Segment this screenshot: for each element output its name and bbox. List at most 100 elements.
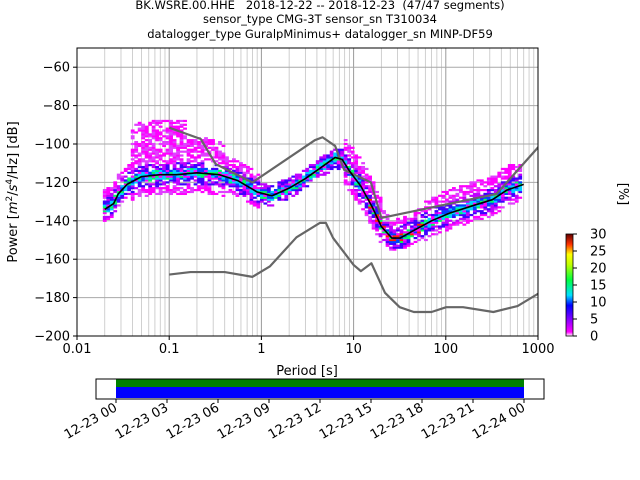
heatmap-cell bbox=[158, 179, 163, 182]
heatmap-cell bbox=[343, 154, 348, 157]
heatmap-cell bbox=[155, 167, 160, 171]
heatmap-cell bbox=[134, 142, 139, 146]
heatmap-cell bbox=[225, 179, 229, 182]
heatmap-cell bbox=[361, 165, 366, 169]
heatmap-cell bbox=[176, 135, 180, 138]
heatmap-cell bbox=[420, 219, 425, 222]
heatmap-cell bbox=[266, 188, 271, 192]
heatmap-cell bbox=[141, 123, 146, 126]
heatmap-cell bbox=[158, 154, 163, 157]
heatmap-cell bbox=[382, 223, 386, 226]
heatmap-cell bbox=[511, 190, 516, 194]
heatmap-cell bbox=[102, 212, 107, 215]
heatmap-cell bbox=[277, 194, 282, 197]
heatmap-cell bbox=[392, 229, 397, 232]
heatmap-cell bbox=[315, 160, 320, 163]
heatmap-cell bbox=[207, 169, 212, 172]
heatmap-cell bbox=[102, 206, 107, 209]
heatmap-cell bbox=[329, 167, 334, 171]
heatmap-cell bbox=[151, 133, 156, 136]
heatmap-cell bbox=[183, 137, 187, 140]
heatmap-cell bbox=[462, 217, 467, 220]
heatmap-cell bbox=[134, 173, 139, 176]
heatmap-cell bbox=[277, 188, 282, 192]
heatmap-cell bbox=[148, 192, 153, 196]
heatmap-cell bbox=[329, 154, 334, 157]
heatmap-cell bbox=[190, 169, 194, 172]
heatmap-cell bbox=[451, 223, 456, 226]
heatmap-cell bbox=[211, 171, 215, 174]
heatmap-cell bbox=[221, 173, 226, 176]
heatmap-cell bbox=[375, 233, 379, 236]
heatmap-cell bbox=[137, 188, 142, 192]
heatmap-cell bbox=[130, 177, 135, 180]
heatmap-cell bbox=[326, 164, 331, 167]
heatmap-cell bbox=[375, 206, 379, 209]
heatmap-cell bbox=[186, 148, 191, 151]
heatmap-cell bbox=[458, 221, 463, 224]
heatmap-cell bbox=[371, 183, 376, 186]
heatmap-cell bbox=[130, 192, 135, 196]
heatmap-cell bbox=[214, 175, 219, 178]
heatmap-cell bbox=[322, 162, 327, 165]
heatmap-cell bbox=[371, 213, 376, 217]
heatmap-cell bbox=[396, 227, 400, 230]
heatmap-cell bbox=[472, 194, 477, 197]
heatmap-cell bbox=[169, 148, 173, 151]
heatmap-cell bbox=[172, 162, 177, 165]
heatmap-cell bbox=[218, 156, 222, 159]
heatmap-cell bbox=[165, 140, 170, 144]
heatmap-cell bbox=[479, 206, 484, 209]
heatmap-cell bbox=[399, 242, 404, 245]
heatmap-cell bbox=[378, 200, 383, 203]
heatmap-cell bbox=[277, 183, 282, 186]
heatmap-cell bbox=[204, 188, 208, 192]
timeline-tick-label: 12-23 12 bbox=[266, 400, 324, 442]
heatmap-cell bbox=[343, 173, 348, 176]
heatmap-cell bbox=[252, 202, 257, 205]
heatmap-cell bbox=[214, 177, 219, 180]
heatmap-cell bbox=[249, 194, 254, 197]
heatmap-cell bbox=[497, 192, 502, 196]
heatmap-cell bbox=[197, 156, 201, 159]
heatmap-cell bbox=[172, 179, 177, 182]
heatmap-cell bbox=[176, 146, 180, 149]
heatmap-cell bbox=[378, 227, 383, 230]
heatmap-cell bbox=[232, 190, 236, 194]
heatmap-cell bbox=[368, 206, 372, 209]
heatmap-cell bbox=[476, 204, 481, 207]
heatmap-cell bbox=[438, 200, 442, 203]
heatmap-cell bbox=[141, 137, 146, 140]
heatmap-cell bbox=[378, 208, 383, 211]
heatmap-cell bbox=[144, 125, 149, 128]
heatmap-cell bbox=[462, 185, 467, 188]
heatmap-cell bbox=[130, 175, 135, 178]
heatmap-cell bbox=[357, 165, 362, 169]
heatmap-cell bbox=[109, 212, 114, 215]
heatmap-cell bbox=[413, 213, 418, 217]
heatmap-cell bbox=[462, 219, 467, 222]
heatmap-cell bbox=[312, 173, 317, 176]
heatmap-cell bbox=[165, 175, 170, 178]
heatmap-cell bbox=[392, 231, 397, 234]
heatmap-cell bbox=[375, 212, 379, 215]
heatmap-cell bbox=[441, 210, 446, 213]
heatmap-cell bbox=[451, 221, 456, 224]
heatmap-cell bbox=[249, 190, 254, 194]
heatmap-cell bbox=[486, 204, 491, 207]
heatmap-cell bbox=[106, 210, 111, 213]
heatmap-cell bbox=[424, 210, 428, 213]
heatmap-cell bbox=[263, 185, 268, 188]
heatmap-cell bbox=[148, 164, 153, 167]
x-tick-label: 100 bbox=[433, 342, 458, 357]
heatmap-cell bbox=[371, 227, 376, 230]
heatmap-cell bbox=[165, 187, 170, 190]
heatmap-cell bbox=[504, 171, 509, 174]
heatmap-cell bbox=[148, 135, 153, 138]
heatmap-cell bbox=[176, 119, 180, 123]
heatmap-cell bbox=[151, 190, 156, 194]
heatmap-cell bbox=[483, 181, 488, 184]
heatmap-cell bbox=[165, 127, 170, 130]
heatmap-cell bbox=[385, 229, 390, 232]
heatmap-cell bbox=[472, 181, 477, 184]
